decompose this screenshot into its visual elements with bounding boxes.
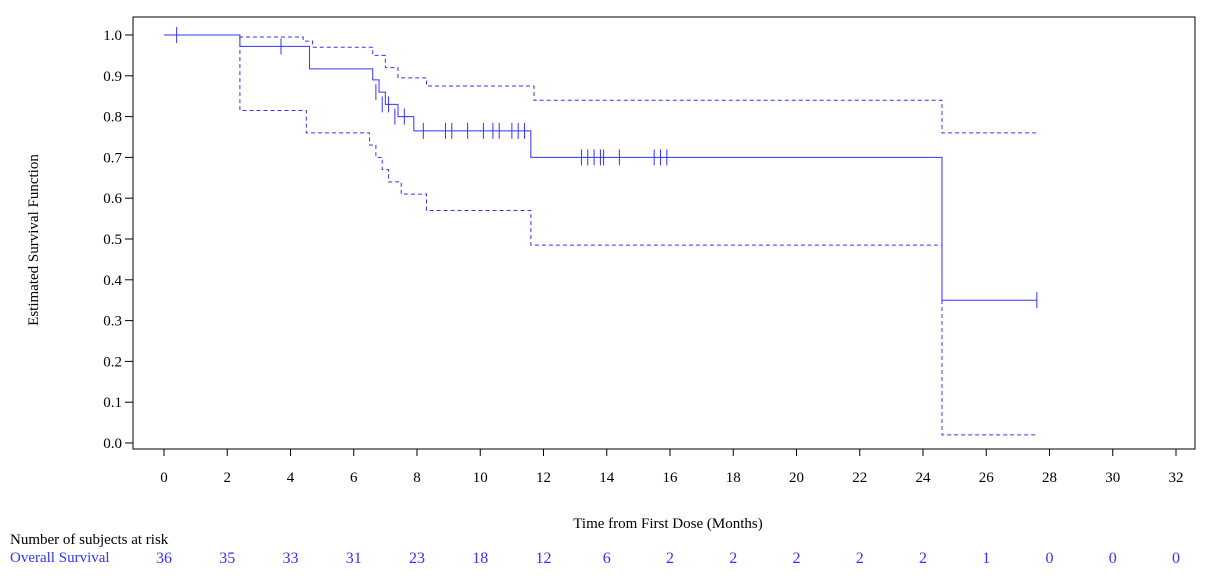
- risk-count: 18: [472, 550, 488, 567]
- risk-count: 12: [536, 550, 552, 567]
- y-tick-label: 0.0: [103, 436, 122, 452]
- x-tick-label: 0: [160, 470, 168, 486]
- risk-count: 36: [156, 550, 172, 567]
- x-tick-label: 2: [224, 470, 232, 486]
- y-tick-label: 0.6: [103, 191, 122, 207]
- x-tick-label: 30: [1105, 470, 1120, 486]
- plot-frame: [132, 16, 1196, 450]
- x-tick-label: 20: [789, 470, 804, 486]
- x-tick-label: 4: [287, 470, 295, 486]
- risk-count: 0: [1172, 550, 1180, 567]
- x-tick-label: 22: [852, 470, 867, 486]
- x-tick-label: 16: [663, 470, 679, 486]
- risk-count: 35: [219, 550, 235, 567]
- risk-table-counts: 36 35 33 31 23 18 12 6 2 2 2 2 2 1 0 0 0: [156, 550, 1180, 567]
- y-tick-label: 0.4: [103, 273, 122, 289]
- risk-count: 33: [283, 550, 299, 567]
- y-tick-label: 0.1: [103, 395, 122, 411]
- series-line: [164, 34, 1037, 436]
- y-tick-label: 0.9: [103, 69, 122, 85]
- risk-table-title: Number of subjects at risk: [10, 532, 169, 548]
- y-axis: 0.0 0.1 0.2 0.3 0.4 0.5 0.6 0.7 0.8 0.9 1.0: [103, 28, 133, 452]
- risk-count: 1: [982, 550, 990, 567]
- risk-count: 23: [409, 550, 425, 567]
- risk-count: 2: [729, 550, 737, 567]
- risk-count: 2: [666, 550, 674, 567]
- y-tick-label: 0.8: [103, 110, 122, 126]
- x-tick-label: 28: [1042, 470, 1057, 486]
- y-tick-label: 0.7: [103, 150, 122, 166]
- x-tick-label: 32: [1169, 470, 1184, 486]
- x-tick-label: 18: [726, 470, 741, 486]
- y-axis-title: Estimated Survival Function: [26, 154, 42, 326]
- x-axis: 0 2 4 6 8 10 12 14 16 18 20 22 24 26 28 30 32: [160, 449, 1184, 486]
- y-tick-label: 0.5: [103, 232, 122, 248]
- y-tick-label: 0.3: [103, 314, 122, 330]
- x-tick-label: 12: [536, 470, 551, 486]
- x-tick-label: 24: [916, 470, 932, 486]
- risk-count: 0: [1109, 550, 1117, 567]
- x-tick-label: 10: [473, 470, 488, 486]
- x-tick-label: 6: [350, 470, 358, 486]
- x-tick-label: 8: [413, 470, 421, 486]
- risk-count: 31: [346, 550, 362, 567]
- series-line: [164, 34, 1037, 301]
- risk-table-series-label: Overall Survival: [10, 550, 110, 566]
- risk-count: 2: [919, 550, 927, 567]
- risk-count: 0: [1046, 550, 1054, 567]
- series-line: [164, 34, 1037, 134]
- x-axis-title: Time from First Dose (Months): [573, 516, 762, 532]
- censor-marks: [176, 27, 1038, 309]
- series-layer: [164, 34, 1037, 436]
- x-tick-label: 26: [979, 470, 995, 486]
- risk-count: 2: [793, 550, 801, 567]
- y-tick-label: 0.2: [103, 354, 122, 370]
- y-tick-label: 1.0: [103, 28, 122, 44]
- risk-count: 2: [856, 550, 864, 567]
- risk-count: 6: [603, 550, 611, 567]
- x-tick-label: 14: [599, 470, 615, 486]
